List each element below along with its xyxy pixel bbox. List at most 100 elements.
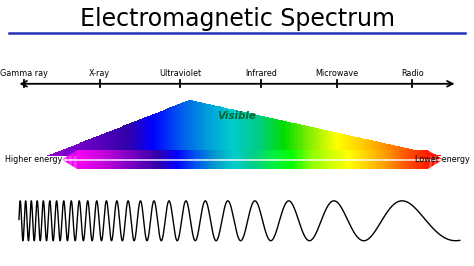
Polygon shape	[366, 139, 367, 156]
Polygon shape	[166, 150, 167, 169]
Polygon shape	[261, 116, 263, 156]
Polygon shape	[413, 150, 415, 156]
Polygon shape	[371, 140, 373, 156]
Polygon shape	[438, 155, 439, 156]
Polygon shape	[196, 150, 198, 169]
Polygon shape	[367, 150, 368, 169]
Polygon shape	[71, 153, 72, 166]
Polygon shape	[386, 150, 387, 169]
Polygon shape	[378, 142, 379, 156]
Polygon shape	[404, 148, 405, 156]
Polygon shape	[69, 154, 71, 165]
Polygon shape	[191, 100, 193, 156]
Polygon shape	[124, 150, 125, 169]
Polygon shape	[58, 151, 59, 156]
Polygon shape	[438, 156, 439, 163]
Polygon shape	[186, 101, 188, 156]
Polygon shape	[265, 117, 266, 156]
Polygon shape	[349, 150, 350, 169]
Polygon shape	[354, 136, 356, 156]
Polygon shape	[188, 150, 189, 169]
Polygon shape	[128, 150, 129, 169]
Polygon shape	[116, 150, 118, 169]
Polygon shape	[298, 124, 299, 156]
Polygon shape	[117, 128, 118, 156]
Polygon shape	[140, 119, 142, 156]
Polygon shape	[218, 150, 219, 169]
Polygon shape	[352, 136, 353, 156]
Polygon shape	[342, 134, 344, 156]
Polygon shape	[418, 150, 419, 169]
Polygon shape	[88, 150, 90, 169]
Polygon shape	[179, 150, 180, 169]
Text: Ultraviolet: Ultraviolet	[159, 69, 201, 78]
Polygon shape	[121, 127, 122, 156]
Polygon shape	[172, 106, 173, 156]
Polygon shape	[395, 146, 396, 156]
Polygon shape	[129, 150, 130, 169]
Polygon shape	[90, 150, 91, 169]
Polygon shape	[147, 116, 148, 156]
Polygon shape	[72, 153, 73, 167]
Polygon shape	[324, 150, 325, 169]
Polygon shape	[54, 153, 55, 156]
Polygon shape	[353, 150, 354, 169]
Polygon shape	[256, 150, 257, 169]
Polygon shape	[343, 150, 344, 169]
Polygon shape	[148, 150, 149, 169]
Polygon shape	[269, 150, 270, 169]
Polygon shape	[301, 124, 302, 156]
Polygon shape	[390, 144, 391, 156]
Polygon shape	[105, 133, 106, 156]
Polygon shape	[130, 150, 132, 169]
Polygon shape	[100, 135, 101, 156]
Polygon shape	[421, 151, 422, 156]
Polygon shape	[361, 150, 362, 169]
Polygon shape	[270, 150, 272, 169]
Polygon shape	[283, 121, 285, 156]
Polygon shape	[102, 134, 104, 156]
Polygon shape	[365, 139, 366, 156]
Polygon shape	[401, 150, 402, 169]
Polygon shape	[398, 146, 399, 156]
Polygon shape	[113, 130, 114, 156]
Polygon shape	[114, 150, 115, 169]
Polygon shape	[190, 150, 191, 169]
Polygon shape	[101, 134, 102, 156]
Polygon shape	[391, 150, 392, 169]
Polygon shape	[373, 150, 374, 169]
Polygon shape	[263, 116, 264, 156]
Polygon shape	[319, 129, 320, 156]
Polygon shape	[149, 150, 151, 169]
Polygon shape	[151, 115, 152, 156]
Polygon shape	[158, 150, 160, 169]
Polygon shape	[305, 150, 306, 169]
Polygon shape	[151, 150, 152, 169]
Polygon shape	[216, 150, 217, 169]
Polygon shape	[309, 150, 310, 169]
Polygon shape	[140, 150, 142, 169]
Polygon shape	[99, 135, 100, 156]
Polygon shape	[139, 150, 140, 169]
Polygon shape	[224, 150, 226, 169]
Polygon shape	[433, 154, 434, 156]
Polygon shape	[437, 156, 438, 164]
Polygon shape	[154, 114, 155, 156]
Polygon shape	[427, 152, 428, 156]
Polygon shape	[397, 150, 399, 169]
Polygon shape	[345, 135, 346, 156]
Polygon shape	[350, 136, 352, 156]
Polygon shape	[409, 150, 410, 169]
Polygon shape	[374, 150, 376, 169]
Polygon shape	[91, 150, 92, 169]
Polygon shape	[68, 155, 69, 164]
Polygon shape	[219, 106, 220, 156]
Text: Visible: Visible	[218, 111, 256, 121]
Polygon shape	[403, 147, 404, 156]
Polygon shape	[352, 150, 353, 169]
Polygon shape	[53, 153, 54, 156]
Polygon shape	[266, 150, 268, 169]
Polygon shape	[441, 158, 442, 161]
Polygon shape	[249, 113, 251, 156]
Polygon shape	[168, 108, 169, 156]
